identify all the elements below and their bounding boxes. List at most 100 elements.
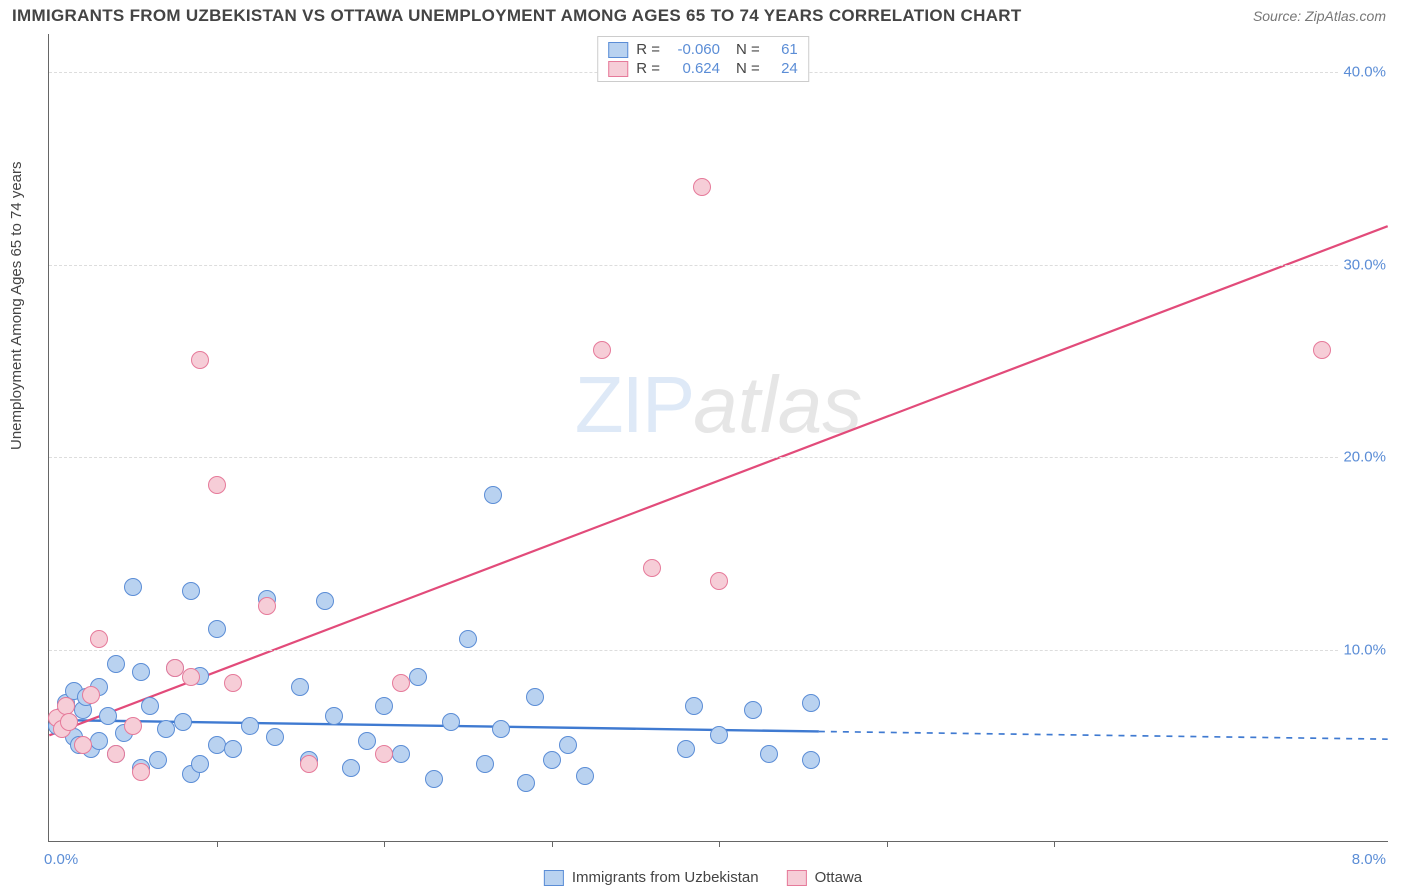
- regression-line-ottawa: [49, 226, 1387, 735]
- data-point-uzbekistan: [543, 751, 561, 769]
- legend-r-label: R =: [636, 41, 660, 58]
- y-tick-label: 30.0%: [1339, 256, 1390, 273]
- data-point-uzbekistan: [266, 728, 284, 746]
- data-point-uzbekistan: [358, 732, 376, 750]
- data-point-uzbekistan: [149, 751, 167, 769]
- data-point-ottawa: [74, 736, 92, 754]
- y-tick-label: 40.0%: [1339, 64, 1390, 81]
- data-point-ottawa: [166, 659, 184, 677]
- x-tick: [217, 841, 218, 847]
- data-point-ottawa: [224, 674, 242, 692]
- legend-series-item-ottawa: Ottawa: [787, 869, 863, 886]
- data-point-uzbekistan: [517, 774, 535, 792]
- legend-r-value: 0.624: [668, 60, 720, 77]
- data-point-uzbekistan: [107, 655, 125, 673]
- data-point-uzbekistan: [484, 486, 502, 504]
- data-point-uzbekistan: [241, 717, 259, 735]
- x-tick: [719, 841, 720, 847]
- data-point-uzbekistan: [174, 713, 192, 731]
- gridline: [49, 457, 1388, 458]
- legend-series-label: Ottawa: [815, 869, 863, 886]
- data-point-uzbekistan: [576, 767, 594, 785]
- legend-series-item-uzbekistan: Immigrants from Uzbekistan: [544, 869, 759, 886]
- data-point-uzbekistan: [677, 740, 695, 758]
- data-point-ottawa: [693, 178, 711, 196]
- data-point-ottawa: [107, 745, 125, 763]
- x-axis-min-label: 0.0%: [44, 851, 78, 868]
- gridline: [49, 650, 1388, 651]
- watermark-zip: ZIP: [575, 360, 693, 449]
- legend-series-label: Immigrants from Uzbekistan: [572, 869, 759, 886]
- legend-r-value: -0.060: [668, 41, 720, 58]
- data-point-ottawa: [392, 674, 410, 692]
- data-point-uzbekistan: [224, 740, 242, 758]
- data-point-uzbekistan: [191, 755, 209, 773]
- legend-correlation-row-uzbekistan: R = -0.060 N = 61: [608, 41, 798, 58]
- data-point-uzbekistan: [459, 630, 477, 648]
- x-tick: [384, 841, 385, 847]
- data-point-uzbekistan: [685, 697, 703, 715]
- data-point-uzbekistan: [342, 759, 360, 777]
- data-point-ottawa: [82, 686, 100, 704]
- watermark-atlas: atlas: [693, 360, 862, 449]
- x-tick: [552, 841, 553, 847]
- data-point-uzbekistan: [442, 713, 460, 731]
- legend-n-label: N =: [736, 41, 760, 58]
- data-point-ottawa: [208, 476, 226, 494]
- data-point-uzbekistan: [325, 707, 343, 725]
- data-point-ottawa: [132, 763, 150, 781]
- data-point-uzbekistan: [760, 745, 778, 763]
- data-point-uzbekistan: [291, 678, 309, 696]
- legend-swatch-icon: [608, 61, 628, 77]
- legend-r-label: R =: [636, 60, 660, 77]
- legend-n-label: N =: [736, 60, 760, 77]
- data-point-uzbekistan: [208, 620, 226, 638]
- data-point-uzbekistan: [744, 701, 762, 719]
- data-point-uzbekistan: [476, 755, 494, 773]
- data-point-uzbekistan: [316, 592, 334, 610]
- chart-container: IMMIGRANTS FROM UZBEKISTAN VS OTTAWA UNE…: [0, 0, 1406, 892]
- legend-swatch-icon: [608, 42, 628, 58]
- legend-correlation-row-ottawa: R = 0.624 N = 24: [608, 60, 798, 77]
- plot-area: ZIPatlas 10.0% 20.0% 30.0% 40.0%: [48, 34, 1388, 842]
- data-point-ottawa: [300, 755, 318, 773]
- data-point-uzbekistan: [392, 745, 410, 763]
- data-point-uzbekistan: [710, 726, 728, 744]
- data-point-uzbekistan: [157, 720, 175, 738]
- data-point-uzbekistan: [99, 707, 117, 725]
- data-point-ottawa: [124, 717, 142, 735]
- data-point-ottawa: [643, 559, 661, 577]
- data-point-uzbekistan: [141, 697, 159, 715]
- data-point-uzbekistan: [559, 736, 577, 754]
- data-point-uzbekistan: [802, 751, 820, 769]
- regression-line-ext-uzbekistan: [819, 731, 1388, 739]
- data-point-uzbekistan: [375, 697, 393, 715]
- legend-swatch-icon: [544, 870, 564, 886]
- y-axis-label: Unemployment Among Ages 65 to 74 years: [8, 161, 25, 450]
- y-tick-label: 20.0%: [1339, 449, 1390, 466]
- data-point-ottawa: [258, 597, 276, 615]
- data-point-uzbekistan: [409, 668, 427, 686]
- data-point-ottawa: [191, 351, 209, 369]
- watermark: ZIPatlas: [575, 359, 862, 451]
- data-point-uzbekistan: [124, 578, 142, 596]
- y-tick-label: 10.0%: [1339, 641, 1390, 658]
- legend-n-value: 24: [768, 60, 798, 77]
- data-point-uzbekistan: [526, 688, 544, 706]
- data-point-ottawa: [90, 630, 108, 648]
- data-point-ottawa: [182, 668, 200, 686]
- x-tick: [1054, 841, 1055, 847]
- data-point-uzbekistan: [132, 663, 150, 681]
- data-point-uzbekistan: [182, 582, 200, 600]
- data-point-uzbekistan: [425, 770, 443, 788]
- legend-swatch-icon: [787, 870, 807, 886]
- data-point-ottawa: [710, 572, 728, 590]
- data-point-uzbekistan: [90, 732, 108, 750]
- data-point-uzbekistan: [492, 720, 510, 738]
- data-point-ottawa: [375, 745, 393, 763]
- data-point-uzbekistan: [802, 694, 820, 712]
- legend-n-value: 61: [768, 41, 798, 58]
- x-axis-max-label: 8.0%: [1352, 851, 1386, 868]
- legend-series: Immigrants from Uzbekistan Ottawa: [544, 869, 862, 886]
- source-attribution: Source: ZipAtlas.com: [1253, 8, 1386, 24]
